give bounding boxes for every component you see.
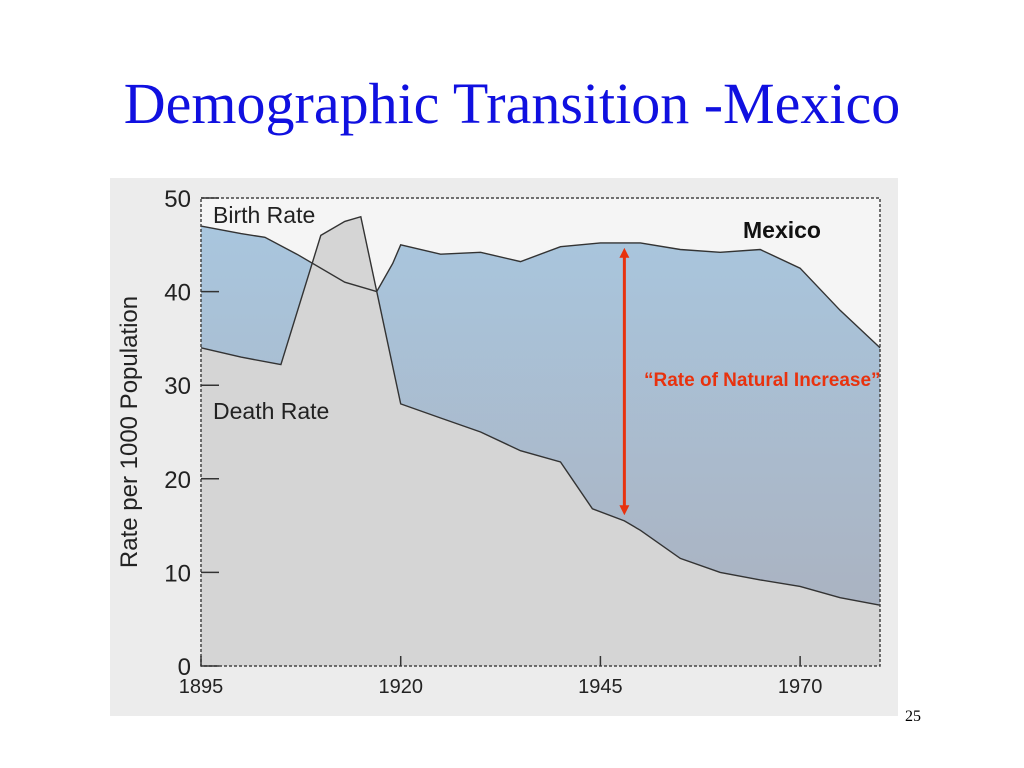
x-tick-label: 1920 <box>378 676 423 698</box>
y-axis-label: Rate per 1000 Population <box>116 296 143 568</box>
chart-title: Mexico <box>743 217 821 243</box>
y-tick-label: 10 <box>164 560 191 587</box>
series-label-death-rate: Death Rate <box>213 398 329 424</box>
y-tick-label: 30 <box>164 373 191 400</box>
slide-number: 25 <box>905 708 921 725</box>
slide-title: Demographic Transition -Mexico <box>123 71 901 136</box>
x-tick-label: 1895 <box>179 676 224 698</box>
y-tick-label: 0 <box>178 654 191 681</box>
birth-rate-line <box>200 225 881 349</box>
natural-increase-annotation: “Rate of Natural Increase” <box>644 370 881 391</box>
series-label-birth-rate: Birth Rate <box>213 202 315 228</box>
x-tick-label: 1970 <box>778 676 823 698</box>
demographic-transition-chart: 0 10 20 30 40 50 1895 1920 1945 1970 Rate per 1000… <box>116 186 881 698</box>
plot-frame <box>200 197 881 667</box>
y-tick-label: 20 <box>164 467 191 494</box>
death-rate-area <box>201 216 880 666</box>
y-tick-label: 50 <box>164 186 191 213</box>
y-tick-label: 40 <box>164 280 191 307</box>
chart-container: 0 10 20 30 40 50 1895 1920 1945 1970 Rate per 1000… <box>110 178 898 716</box>
x-tick-label: 1945 <box>578 676 623 698</box>
death-rate-line <box>200 215 881 606</box>
